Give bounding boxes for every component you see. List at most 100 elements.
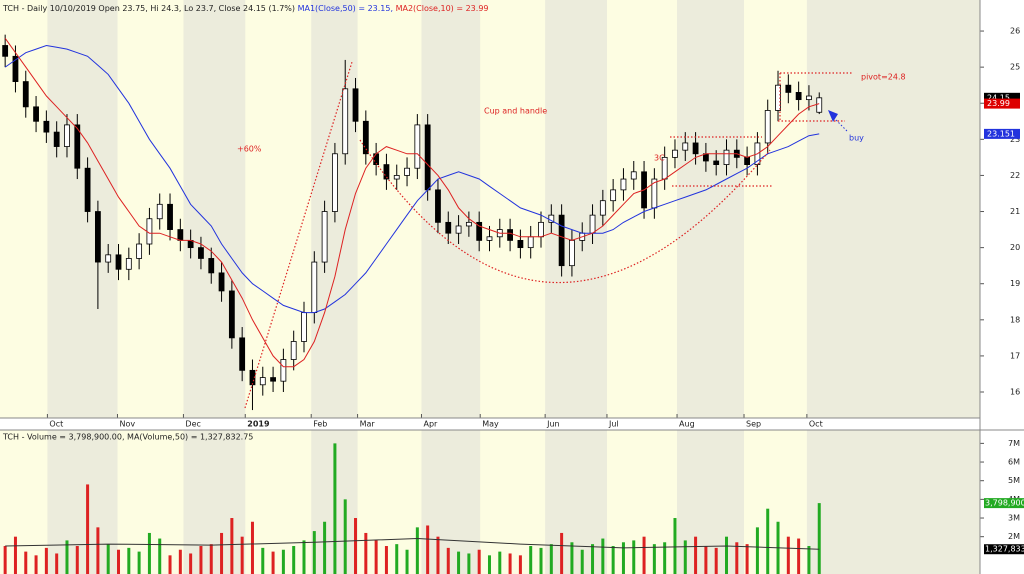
annotation: Cup and handle [484, 107, 547, 116]
volume-ma-line [5, 537, 820, 550]
volume-bar [44, 547, 48, 574]
candle-body [795, 92, 802, 101]
month-band [545, 0, 607, 418]
volume-bar [415, 527, 419, 574]
month-band [183, 430, 246, 574]
volume-bar [714, 547, 718, 574]
candle-body [806, 95, 812, 101]
volume-bar [137, 551, 141, 574]
candle-body [599, 200, 606, 216]
y-tick-label: 23 [1010, 135, 1020, 144]
volume-bar [354, 518, 358, 574]
candle-body [105, 254, 112, 263]
month-band [421, 430, 481, 574]
x-tick-label: Sep [746, 420, 761, 429]
candle-body [445, 221, 452, 234]
volume-bar [663, 542, 667, 574]
annotation: pivot=24.8 [861, 73, 906, 82]
x-tick-label: Jul [608, 420, 619, 429]
volume-bar [158, 538, 162, 574]
candle-body [177, 229, 184, 241]
y-tick-label: 20 [1010, 243, 1020, 252]
candle-body [2, 45, 9, 57]
volume-bar [3, 546, 7, 574]
volume-bar [683, 540, 687, 574]
candle-body [74, 124, 81, 169]
volume-bar [735, 542, 739, 574]
candle-body [64, 124, 70, 147]
candle-body [507, 229, 513, 241]
candle-body [610, 189, 617, 202]
candle-body [342, 88, 349, 155]
month-band [806, 0, 980, 418]
volume-bar [477, 549, 481, 574]
annotation: buy [849, 134, 864, 143]
candle-body [383, 164, 390, 180]
candle-body [672, 149, 678, 158]
volume-bar [24, 551, 28, 574]
legend-entry: MA1(Close,50) = 23.15, [298, 4, 393, 13]
y-tick-label: 25 [1010, 63, 1020, 72]
x-tick-label: Oct [809, 420, 823, 429]
volume-bar [797, 538, 801, 574]
volume-bar [127, 547, 131, 574]
volume-bar [281, 549, 285, 574]
volume-bar [117, 549, 121, 574]
volume-bar [312, 531, 316, 574]
volume-bar [549, 544, 553, 574]
candle-body [321, 211, 328, 263]
price-label: 24.15 [987, 93, 1010, 102]
x-tick-label: Mar [360, 420, 376, 429]
volume-bar [374, 540, 378, 574]
volume-bar [529, 546, 533, 574]
volume-bar [261, 547, 265, 574]
rally-line [244, 61, 353, 409]
y-tick-label: 5M [1008, 476, 1020, 485]
month-band [806, 430, 980, 574]
candle-body [455, 225, 462, 234]
candle-body [259, 377, 266, 386]
y-tick-label: 2M [1008, 532, 1020, 541]
legend-entry: MA2(Close,10) = 23.99 [396, 4, 489, 13]
candle-body [393, 175, 400, 180]
volume-bar [601, 538, 605, 574]
candle-body [43, 120, 50, 133]
candle-body [764, 110, 771, 144]
price-label: 23.99 [987, 99, 1010, 108]
volume-bar [766, 508, 770, 574]
x-tick-label: Apr [423, 420, 438, 429]
volume-bar [498, 551, 502, 574]
candle-body [486, 236, 493, 241]
candle-body [12, 55, 19, 82]
volume-bar [446, 547, 450, 574]
candle-body [682, 142, 689, 151]
candle-body [301, 312, 307, 342]
month-band [183, 0, 246, 418]
volume-bar [220, 532, 224, 574]
volume-bar [364, 532, 368, 574]
volume-bar [652, 544, 656, 574]
month-band [47, 430, 118, 574]
volume-bar [580, 549, 584, 574]
volume-bar [65, 540, 69, 574]
volume-bar [467, 553, 471, 574]
volume-bar [292, 546, 296, 574]
candle-body [352, 88, 359, 122]
x-tick-label: Jun [546, 420, 560, 429]
x-tick-label: Feb [313, 420, 327, 429]
volume-bar [611, 546, 615, 574]
volume-bar [147, 532, 151, 574]
volume-bar [632, 540, 636, 574]
y-tick-label: 17 [1010, 351, 1020, 360]
annotations [244, 61, 852, 409]
candle-body [332, 153, 338, 212]
candle-body [414, 124, 421, 169]
candle-body [146, 218, 153, 245]
candle-body [290, 341, 297, 360]
volume-bar [323, 521, 327, 574]
price-label-box [984, 128, 1020, 139]
month-band [421, 0, 481, 418]
candle-body [136, 243, 143, 259]
volume-bar [302, 540, 306, 574]
candle-body [816, 97, 823, 113]
